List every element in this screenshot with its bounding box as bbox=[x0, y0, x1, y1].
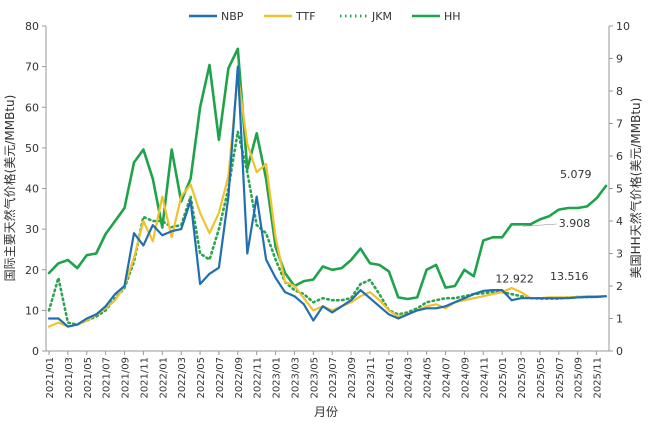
x-tick-label: 2024/07 bbox=[442, 357, 453, 399]
y-tick-right-label: 0 bbox=[616, 345, 623, 358]
legend-label-nbp: NBP bbox=[221, 10, 244, 23]
x-tick-label: 2024/01 bbox=[385, 357, 396, 399]
x-tick-label: 2022/07 bbox=[215, 357, 226, 399]
y-tick-right-label: 5 bbox=[616, 183, 623, 196]
x-tick-label: 2024/05 bbox=[423, 357, 434, 399]
x-tick-label: 2023/09 bbox=[347, 357, 358, 399]
y-tick-left-label: 80 bbox=[25, 20, 39, 33]
x-axis-title: 月份 bbox=[314, 405, 338, 419]
y-tick-right-label: 8 bbox=[616, 85, 623, 98]
annotation-label: 3.908 bbox=[559, 217, 591, 230]
legend-label-jkm: JKM bbox=[371, 10, 392, 23]
y-tick-left-label: 60 bbox=[25, 101, 39, 114]
x-tick-label: 2025/07 bbox=[555, 357, 566, 399]
legend: NBP TTF JKM HH bbox=[189, 10, 461, 23]
annotation-leader bbox=[523, 223, 557, 227]
x-tick-label: 2025/05 bbox=[536, 357, 547, 399]
x-tick-label: 2025/09 bbox=[574, 357, 585, 399]
x-tick-label: 2021/11 bbox=[139, 357, 150, 399]
x-tick-label: 2024/11 bbox=[479, 357, 490, 399]
annotation-label: 5.079 bbox=[560, 168, 592, 181]
y-tick-right-label: 10 bbox=[616, 20, 630, 33]
annotation-label: 13.516 bbox=[550, 270, 589, 283]
x-tick-label: 2022/03 bbox=[177, 357, 188, 399]
x-tick-label: 2023/07 bbox=[328, 357, 339, 399]
x-tick-label: 2021/09 bbox=[121, 357, 132, 399]
y-tick-left-label: 0 bbox=[32, 345, 39, 358]
x-tick-label: 2021/05 bbox=[83, 357, 94, 399]
y-tick-right-label: 7 bbox=[616, 118, 623, 131]
legend-label-hh: HH bbox=[444, 10, 461, 23]
annotation-layer: 5.079 3.908 12.922 13.516 bbox=[495, 168, 591, 286]
x-tick-label: 2022/09 bbox=[234, 357, 245, 399]
x-tick-label: 2023/05 bbox=[309, 357, 320, 399]
x-tick-label: 2025/03 bbox=[517, 357, 528, 399]
axes: 0 10 20 30 40 50 60 70 80 0 1 2 3 4 5 6 7 8 9 10 2021/01 2021… bbox=[25, 20, 630, 399]
y-axis-title-left: 国际主要天然气价格(美元/MMBtu) bbox=[2, 95, 17, 282]
legend-label-ttf: TTF bbox=[295, 10, 316, 23]
x-tick-label: 2024/09 bbox=[460, 357, 471, 399]
x-tick-label: 2023/03 bbox=[290, 357, 301, 399]
x-tick-label: 2024/03 bbox=[404, 357, 415, 399]
x-tick-label: 2023/01 bbox=[272, 357, 283, 399]
y-tick-left-label: 20 bbox=[25, 264, 39, 277]
y-tick-left-label: 30 bbox=[25, 223, 39, 236]
x-tick-label: 2022/05 bbox=[196, 357, 207, 399]
y-tick-right-label: 9 bbox=[616, 53, 623, 66]
x-tick-label: 2021/03 bbox=[64, 357, 75, 399]
x-tick-label: 2021/01 bbox=[45, 357, 56, 399]
x-tick-label: 2025/01 bbox=[498, 357, 509, 399]
y-tick-left-label: 10 bbox=[25, 304, 39, 317]
y-tick-right-label: 2 bbox=[616, 280, 623, 293]
series-line-nbp bbox=[47, 65, 608, 328]
series-line-hh bbox=[47, 47, 608, 301]
x-tick-label: 2023/11 bbox=[366, 357, 377, 399]
y-axis-title-right: 美国HH天然气价格(美元/MMBtu) bbox=[628, 98, 643, 279]
annotation-label: 12.922 bbox=[495, 273, 534, 286]
x-tick-label: 2021/07 bbox=[102, 357, 113, 399]
y-tick-right-label: 1 bbox=[616, 313, 623, 326]
x-tick-label: 2022/11 bbox=[253, 357, 264, 399]
y-tick-right-label: 4 bbox=[616, 215, 623, 228]
y-tick-right-label: 6 bbox=[616, 150, 623, 163]
y-tick-left-label: 40 bbox=[25, 183, 39, 196]
x-tick-label: 2025/11 bbox=[593, 357, 604, 399]
series-layer bbox=[47, 47, 608, 328]
x-tick-label: 2022/01 bbox=[158, 357, 169, 399]
y-tick-right-label: 3 bbox=[616, 248, 623, 261]
y-tick-left-label: 50 bbox=[25, 142, 39, 155]
y-tick-left-label: 70 bbox=[25, 61, 39, 74]
